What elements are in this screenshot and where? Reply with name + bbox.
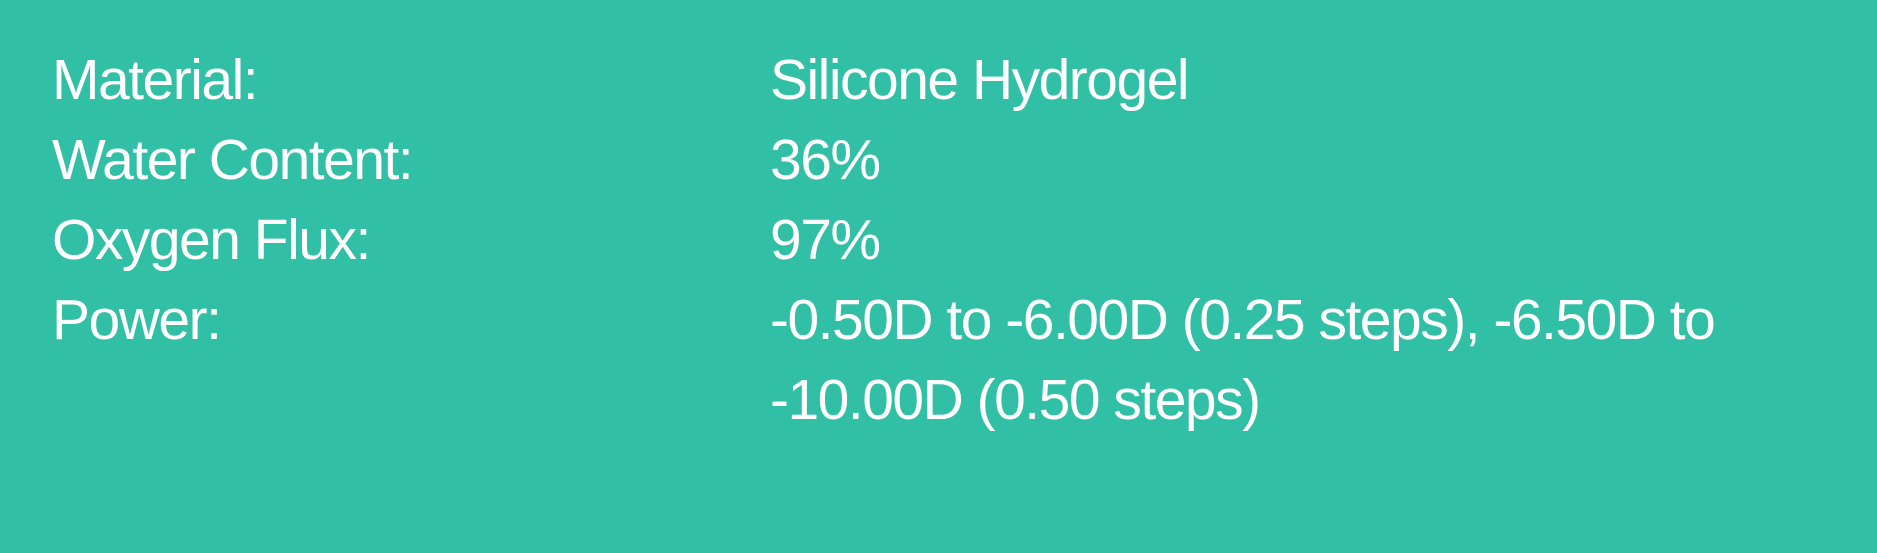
spec-label: Oxygen Flux:: [52, 208, 371, 272]
spec-label: Material:: [52, 48, 259, 112]
spec-value: -0.50D to -6.00D (0.25 steps), -6.50D to…: [770, 288, 1716, 432]
spec-label: Water Content:: [52, 128, 414, 192]
spec-label: Power:: [52, 288, 222, 352]
spec-value: Silicone Hydrogel: [770, 48, 1190, 112]
spec-row-water-content: Water Content: 36%: [52, 120, 1877, 200]
spec-row-power: Power: -0.50D to -6.00D (0.25 steps), -6…: [52, 280, 1877, 440]
spec-value: 36%: [770, 128, 881, 192]
spec-value: 97%: [770, 208, 881, 272]
spec-row-oxygen-flux: Oxygen Flux: 97%: [52, 200, 1877, 280]
spec-list: Material: Silicone Hydrogel Water Conten…: [52, 40, 1877, 440]
spec-row-material: Material: Silicone Hydrogel: [52, 40, 1877, 120]
